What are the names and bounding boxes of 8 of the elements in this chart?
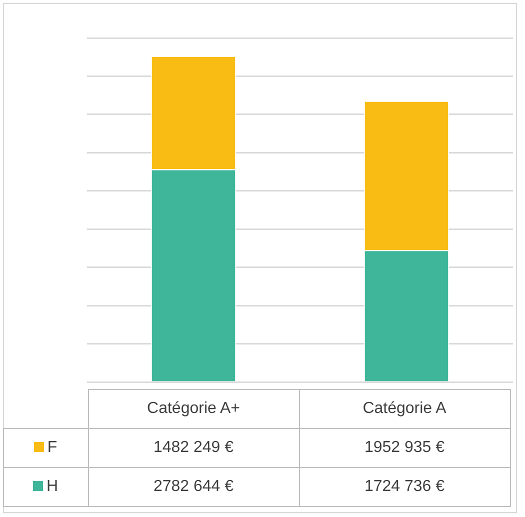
data-label: 1952 935 € [299, 428, 510, 468]
data-label: 2782 644 € [88, 468, 299, 506]
legend-label: H [4, 468, 88, 506]
x-tick-label: Catégorie A [299, 390, 510, 428]
data-label: 1724 736 € [299, 468, 510, 506]
data-label: 1482 249 € [88, 428, 299, 468]
x-tick-label: Catégorie A+ [88, 390, 299, 428]
legend-label: F [4, 428, 88, 468]
